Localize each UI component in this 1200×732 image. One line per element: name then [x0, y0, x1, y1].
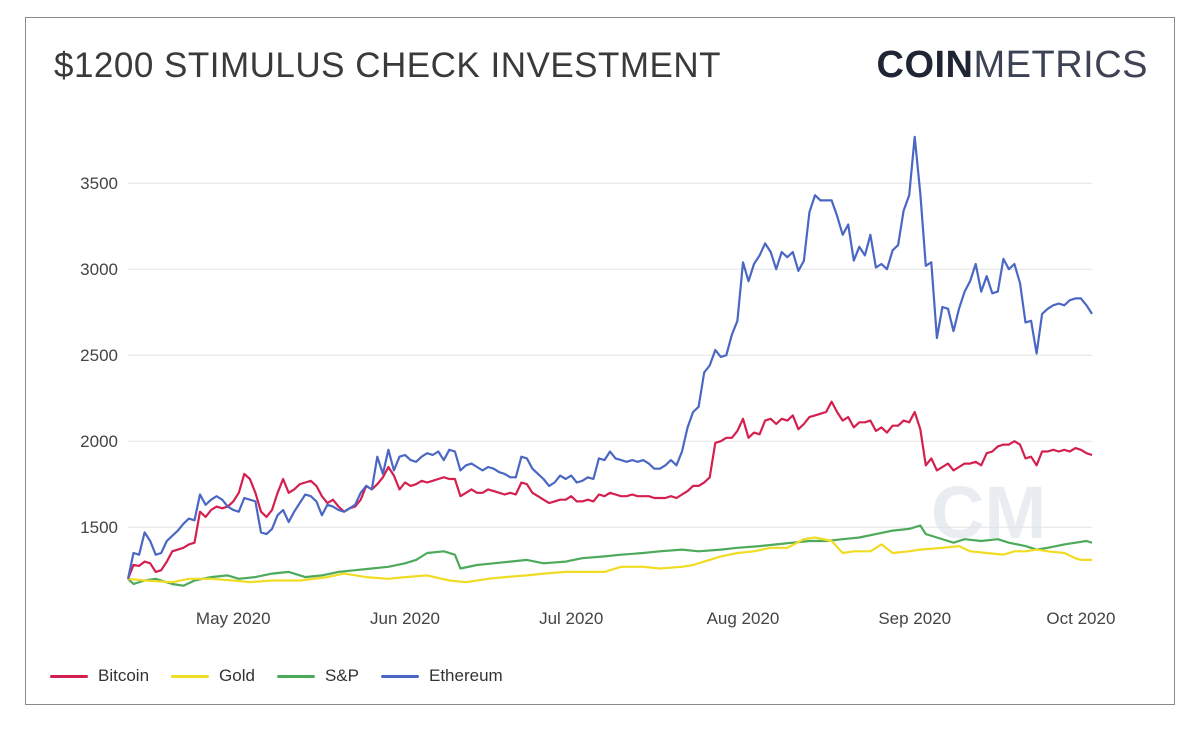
chart-title: $1200 STIMULUS CHECK INVESTMENT [54, 46, 722, 85]
x-tick-label: Jun 2020 [370, 609, 440, 628]
series-line-sp [127, 524, 1093, 587]
y-tick-label: 2000 [80, 432, 118, 451]
legend-swatch [380, 674, 419, 678]
legend-swatch [171, 674, 210, 678]
logo-bold-text: COIN [876, 44, 974, 86]
logo-light-text: METRICS [973, 44, 1148, 86]
y-tick-label: 1500 [80, 518, 118, 537]
legend-swatch [50, 674, 88, 678]
y-tick-label: 2500 [80, 346, 118, 365]
legend-label: Gold [219, 666, 255, 685]
legend-label: S&P [324, 666, 359, 685]
series-line-bitcoin [126, 400, 1093, 580]
legend-label: Ethereum [428, 666, 503, 685]
legend-label: Bitcoin [98, 666, 150, 685]
x-tick-label: Sep 2020 [878, 609, 951, 628]
x-tick-label: May 2020 [196, 609, 271, 628]
legend-item: Ethereum [380, 666, 503, 686]
legend-swatch [276, 674, 315, 678]
series-line-gold [127, 536, 1092, 584]
y-tick-label: 3500 [80, 174, 118, 193]
coinmetrics-logo: COINMETRICS [877, 44, 1149, 87]
x-tick-label: Oct 2020 [1046, 609, 1115, 628]
y-tick-label: 3000 [80, 260, 118, 279]
legend-item: Bitcoin [50, 666, 149, 686]
series-line-ethereum [126, 135, 1093, 580]
x-tick-label: Aug 2020 [707, 609, 780, 628]
chart-frame: $1200 STIMULUS CHECK INVESTMENT COINMETR… [25, 17, 1175, 705]
x-tick-label: Jul 2020 [539, 609, 603, 628]
legend-item: S&P [276, 666, 359, 686]
legend-item: Gold [171, 666, 255, 686]
chart-legend: Bitcoin Gold S&P Ethereum [50, 666, 503, 686]
